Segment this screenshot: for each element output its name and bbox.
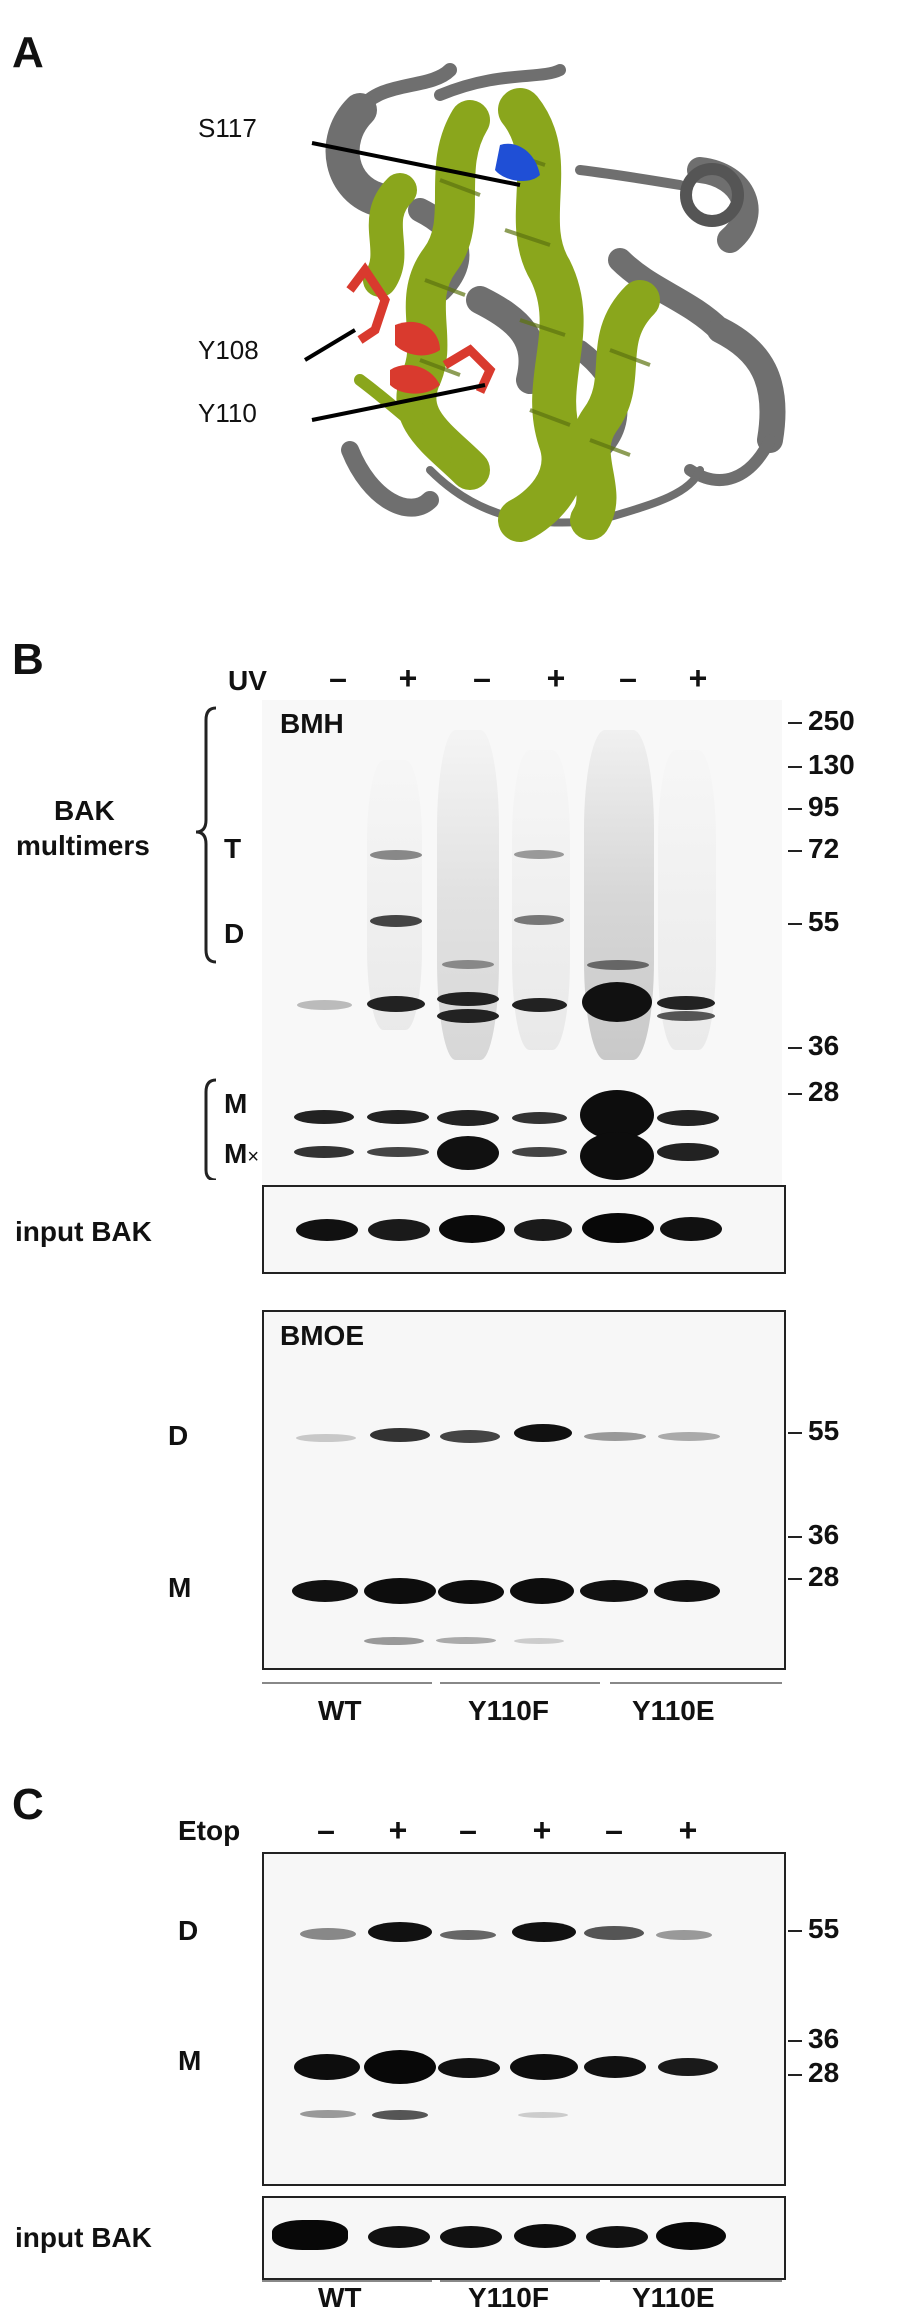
residue-label-y108: Y108 — [198, 335, 259, 365]
bmh-blot — [262, 700, 782, 1205]
bmoe-title: BMOE — [280, 1320, 364, 1351]
input-bak-blot-b — [262, 1185, 786, 1274]
mw-c-55: 55 — [808, 1913, 840, 1944]
mw-130: 130 — [808, 749, 855, 780]
mw-tick-250 — [788, 722, 802, 724]
group-y110e-c: Y110E — [632, 2282, 715, 2313]
etop-label: Etop — [178, 1815, 241, 1846]
mw-tick-72 — [788, 850, 802, 852]
mw-36: 36 — [808, 1030, 840, 1061]
uv-label: UV — [228, 665, 267, 696]
group-line-y110f-c — [440, 2280, 600, 2282]
etop-label-m: M — [178, 2045, 202, 2076]
input-bak-blot-c — [262, 2196, 786, 2280]
mw-tick-130 — [788, 766, 802, 768]
etop-label-d: D — [178, 1915, 199, 1946]
sign-c-lane-6: + — [678, 1812, 698, 1848]
multimer-brackets — [195, 706, 217, 1180]
mw-bmoe-28: 28 — [808, 1561, 840, 1592]
mw-72: 72 — [808, 833, 840, 864]
sign-lane-4: + — [546, 660, 566, 696]
mw-tick-c-55 — [788, 1930, 802, 1932]
group-y110f-c: Y110F — [468, 2282, 549, 2313]
mw-55: 55 — [808, 906, 840, 937]
mw-tick-bmoe-36 — [788, 1536, 802, 1538]
sign-c-lane-2: + — [388, 1812, 408, 1848]
group-wt-c: WT — [318, 2282, 362, 2313]
mw-tick-c-36 — [788, 2040, 802, 2042]
band-label-mx-sub: × — [247, 1146, 260, 1168]
mw-c-28: 28 — [808, 2057, 840, 2088]
input-bak-label-c: input BAK — [15, 2222, 152, 2253]
group-line-wt-b — [262, 1682, 432, 1684]
sign-lane-1: – — [329, 660, 347, 696]
band-label-mx: M× — [224, 1138, 259, 1170]
sign-c-lane-5: – — [605, 1812, 623, 1848]
mw-tick-28 — [788, 1093, 802, 1095]
bmh-title: BMH — [280, 708, 344, 739]
mw-tick-95 — [788, 808, 802, 810]
residue-label-s117: S117 — [198, 113, 257, 143]
panel-c-letter: C — [12, 1780, 44, 1829]
bmoe-label-m: M — [168, 1572, 192, 1603]
mw-tick-36 — [788, 1047, 802, 1049]
sign-lane-3: – — [473, 660, 491, 696]
mw-250: 250 — [808, 705, 855, 736]
mw-bmoe-36: 36 — [808, 1519, 840, 1550]
mw-28: 28 — [808, 1076, 840, 1107]
group-line-wt-c — [262, 2280, 432, 2282]
mw-bmoe-55: 55 — [808, 1415, 840, 1446]
residue-label-y110: Y110 — [198, 398, 257, 428]
mw-95: 95 — [808, 791, 840, 822]
sign-lane-6: + — [688, 660, 708, 696]
sign-lane-2: + — [398, 660, 418, 696]
group-line-y110e-c — [610, 2280, 782, 2282]
mw-tick-bmoe-55 — [788, 1432, 802, 1434]
mw-tick-55 — [788, 923, 802, 925]
group-y110e-b: Y110E — [632, 1695, 715, 1726]
mw-c-36: 36 — [808, 2023, 840, 2054]
band-label-t: T — [224, 833, 242, 864]
band-label-m: M — [224, 1088, 248, 1119]
group-line-y110e-b — [610, 1682, 782, 1684]
bak-multimers-line1: BAK — [54, 795, 115, 826]
panel-b-letter: B — [12, 635, 44, 684]
group-wt-b: WT — [318, 1695, 362, 1726]
sign-c-lane-3: – — [459, 1812, 477, 1848]
band-label-mx-base: M — [224, 1138, 248, 1169]
bak-multimers-line2: multimers — [16, 830, 150, 861]
bmoe-blot — [262, 1310, 786, 1670]
sign-lane-5: – — [619, 660, 637, 696]
input-bak-label-b: input BAK — [15, 1216, 152, 1247]
group-y110f-b: Y110F — [468, 1695, 549, 1726]
band-label-d: D — [224, 918, 245, 949]
mw-tick-c-28 — [788, 2074, 802, 2076]
panel-a-letter: A — [12, 28, 44, 77]
group-line-y110f-b — [440, 1682, 600, 1684]
etop-blot — [262, 1852, 786, 2186]
mw-tick-bmoe-28 — [788, 1578, 802, 1580]
bmoe-label-d: D — [168, 1420, 189, 1451]
protein-structure-illustration — [303, 63, 786, 542]
sign-c-lane-1: – — [317, 1812, 335, 1848]
sign-c-lane-4: + — [532, 1812, 552, 1848]
